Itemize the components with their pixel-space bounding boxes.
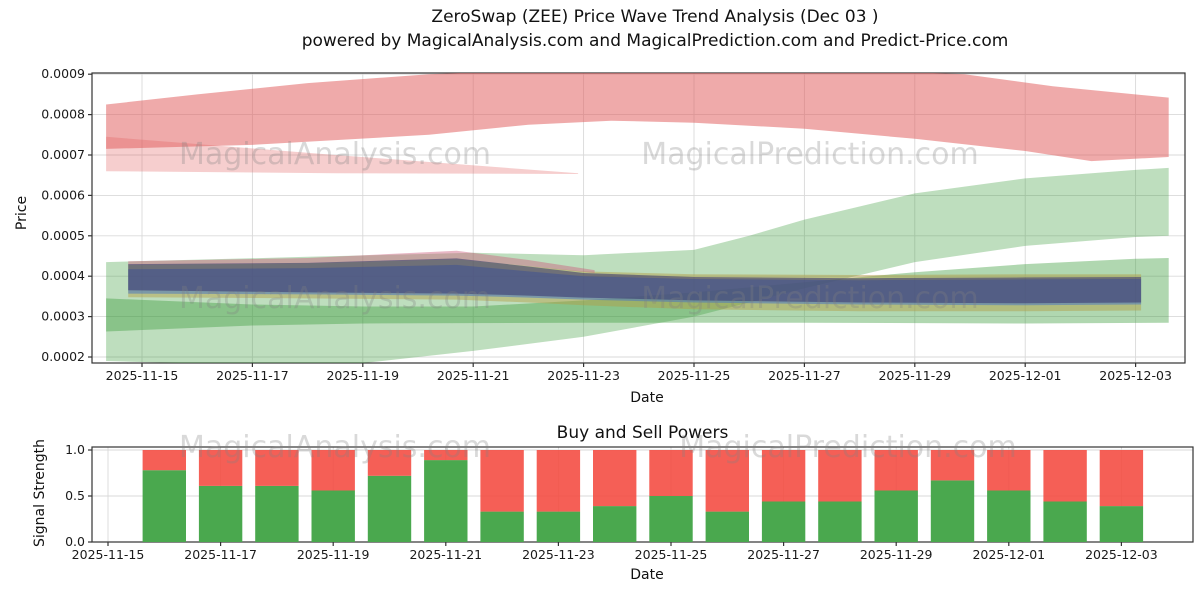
x-tick-label: 2025-11-19 [297,547,370,562]
buy-bar [1099,506,1144,542]
y-tick-label: 0.0002 [41,349,85,364]
lower-support-band-green [106,258,1169,332]
x-tick-label: 2025-12-03 [1099,368,1172,383]
buy-bar [818,501,862,542]
channel-navy-band [128,258,1142,304]
sell-bar [1099,450,1144,507]
page-subtitle: powered by MagicalAnalysis.com and Magic… [301,31,1009,51]
sell-bar [593,450,637,507]
buy-bar [536,511,581,542]
y-tick-label: 0.0007 [41,147,85,162]
y-tick-label: 1.0 [65,442,85,457]
buy-bar [649,496,693,542]
buy-bar [480,511,524,542]
buy-bar [987,490,1031,542]
x-tick-label: 2025-12-01 [972,547,1045,562]
x-tick-label: 2025-11-15 [72,547,145,562]
sell-bar [987,450,1031,491]
buy-bar [311,490,355,542]
y-tick-label: 0.0 [65,534,85,549]
x-tick-label: 2025-11-23 [522,547,595,562]
buy-bar [255,485,299,542]
resistance-red-band [106,73,1169,162]
sell-bar [198,450,243,486]
sell-bar [874,450,918,491]
x-tick-label: 2025-12-01 [989,368,1062,383]
sell-bar [930,450,975,481]
y-tick-label: 0.0005 [41,228,85,243]
buy-bar [1043,501,1087,542]
buy-bar [142,470,186,542]
x-tick-label: 2025-11-25 [658,368,731,383]
x-tick-label: 2025-11-15 [106,368,179,383]
x-tick-label: 2025-11-21 [437,368,510,383]
buy-sell-bars [142,450,1144,542]
sell-bar [424,450,468,461]
signal-chart-title: Buy and Sell Powers [556,423,729,443]
sell-bar [367,450,412,476]
buy-bar [761,501,806,542]
sell-bar [761,450,806,502]
buy-bar [367,475,412,542]
sell-bar [311,450,355,491]
y-tick-label: 0.0008 [41,107,85,122]
signal-xlabel: Date [630,567,664,583]
sell-bar [142,450,186,471]
x-tick-label: 2025-11-17 [184,547,257,562]
sell-bar [818,450,862,502]
x-tick-label: 2025-11-29 [860,547,933,562]
buy-bar [593,506,637,542]
upper-trend-band-light-green [106,167,1169,363]
signal-plot-area: 2025-11-15 2025-11-17 2025-11-19 2025-11-21… [65,442,1194,562]
x-tick-label: 2025-11-19 [326,368,399,383]
y-tick-label: 0.0009 [41,66,85,81]
buy-bar [198,485,243,542]
x-tick-label: 2025-11-17 [216,368,289,383]
price-xlabel: Date [630,390,664,406]
x-tick-label: 2025-11-23 [547,368,620,383]
buy-bar [705,511,749,542]
x-tick-label: 2025-11-21 [409,547,482,562]
buy-bar [874,490,918,542]
x-tick-label: 2025-11-29 [878,368,951,383]
sell-bar [480,450,524,512]
y-tick-label: 0.0004 [41,268,85,283]
buy-bar [424,460,468,542]
y-tick-label: 0.5 [65,488,85,503]
y-tick-label: 0.0006 [41,187,85,202]
x-tick-label: 2025-11-27 [747,547,820,562]
sell-bar [255,450,299,486]
x-tick-label: 2025-11-27 [768,368,841,383]
sell-bar [705,450,749,512]
y-tick-label: 0.0003 [41,309,85,324]
signal-plot-border [91,446,1194,543]
x-tick-label: 2025-11-25 [635,547,708,562]
sell-bar [1043,450,1087,502]
sell-bar [649,450,693,496]
sell-bar [536,450,581,512]
x-tick-label: 2025-12-03 [1085,547,1158,562]
trend-bands [106,73,1169,363]
resistance-red-lower-wedge [106,136,579,174]
page-title: ZeroSwap (ZEE) Price Wave Trend Analysis… [431,7,879,27]
buy-bar [930,480,975,542]
channel-pink-crest-band [128,250,595,273]
